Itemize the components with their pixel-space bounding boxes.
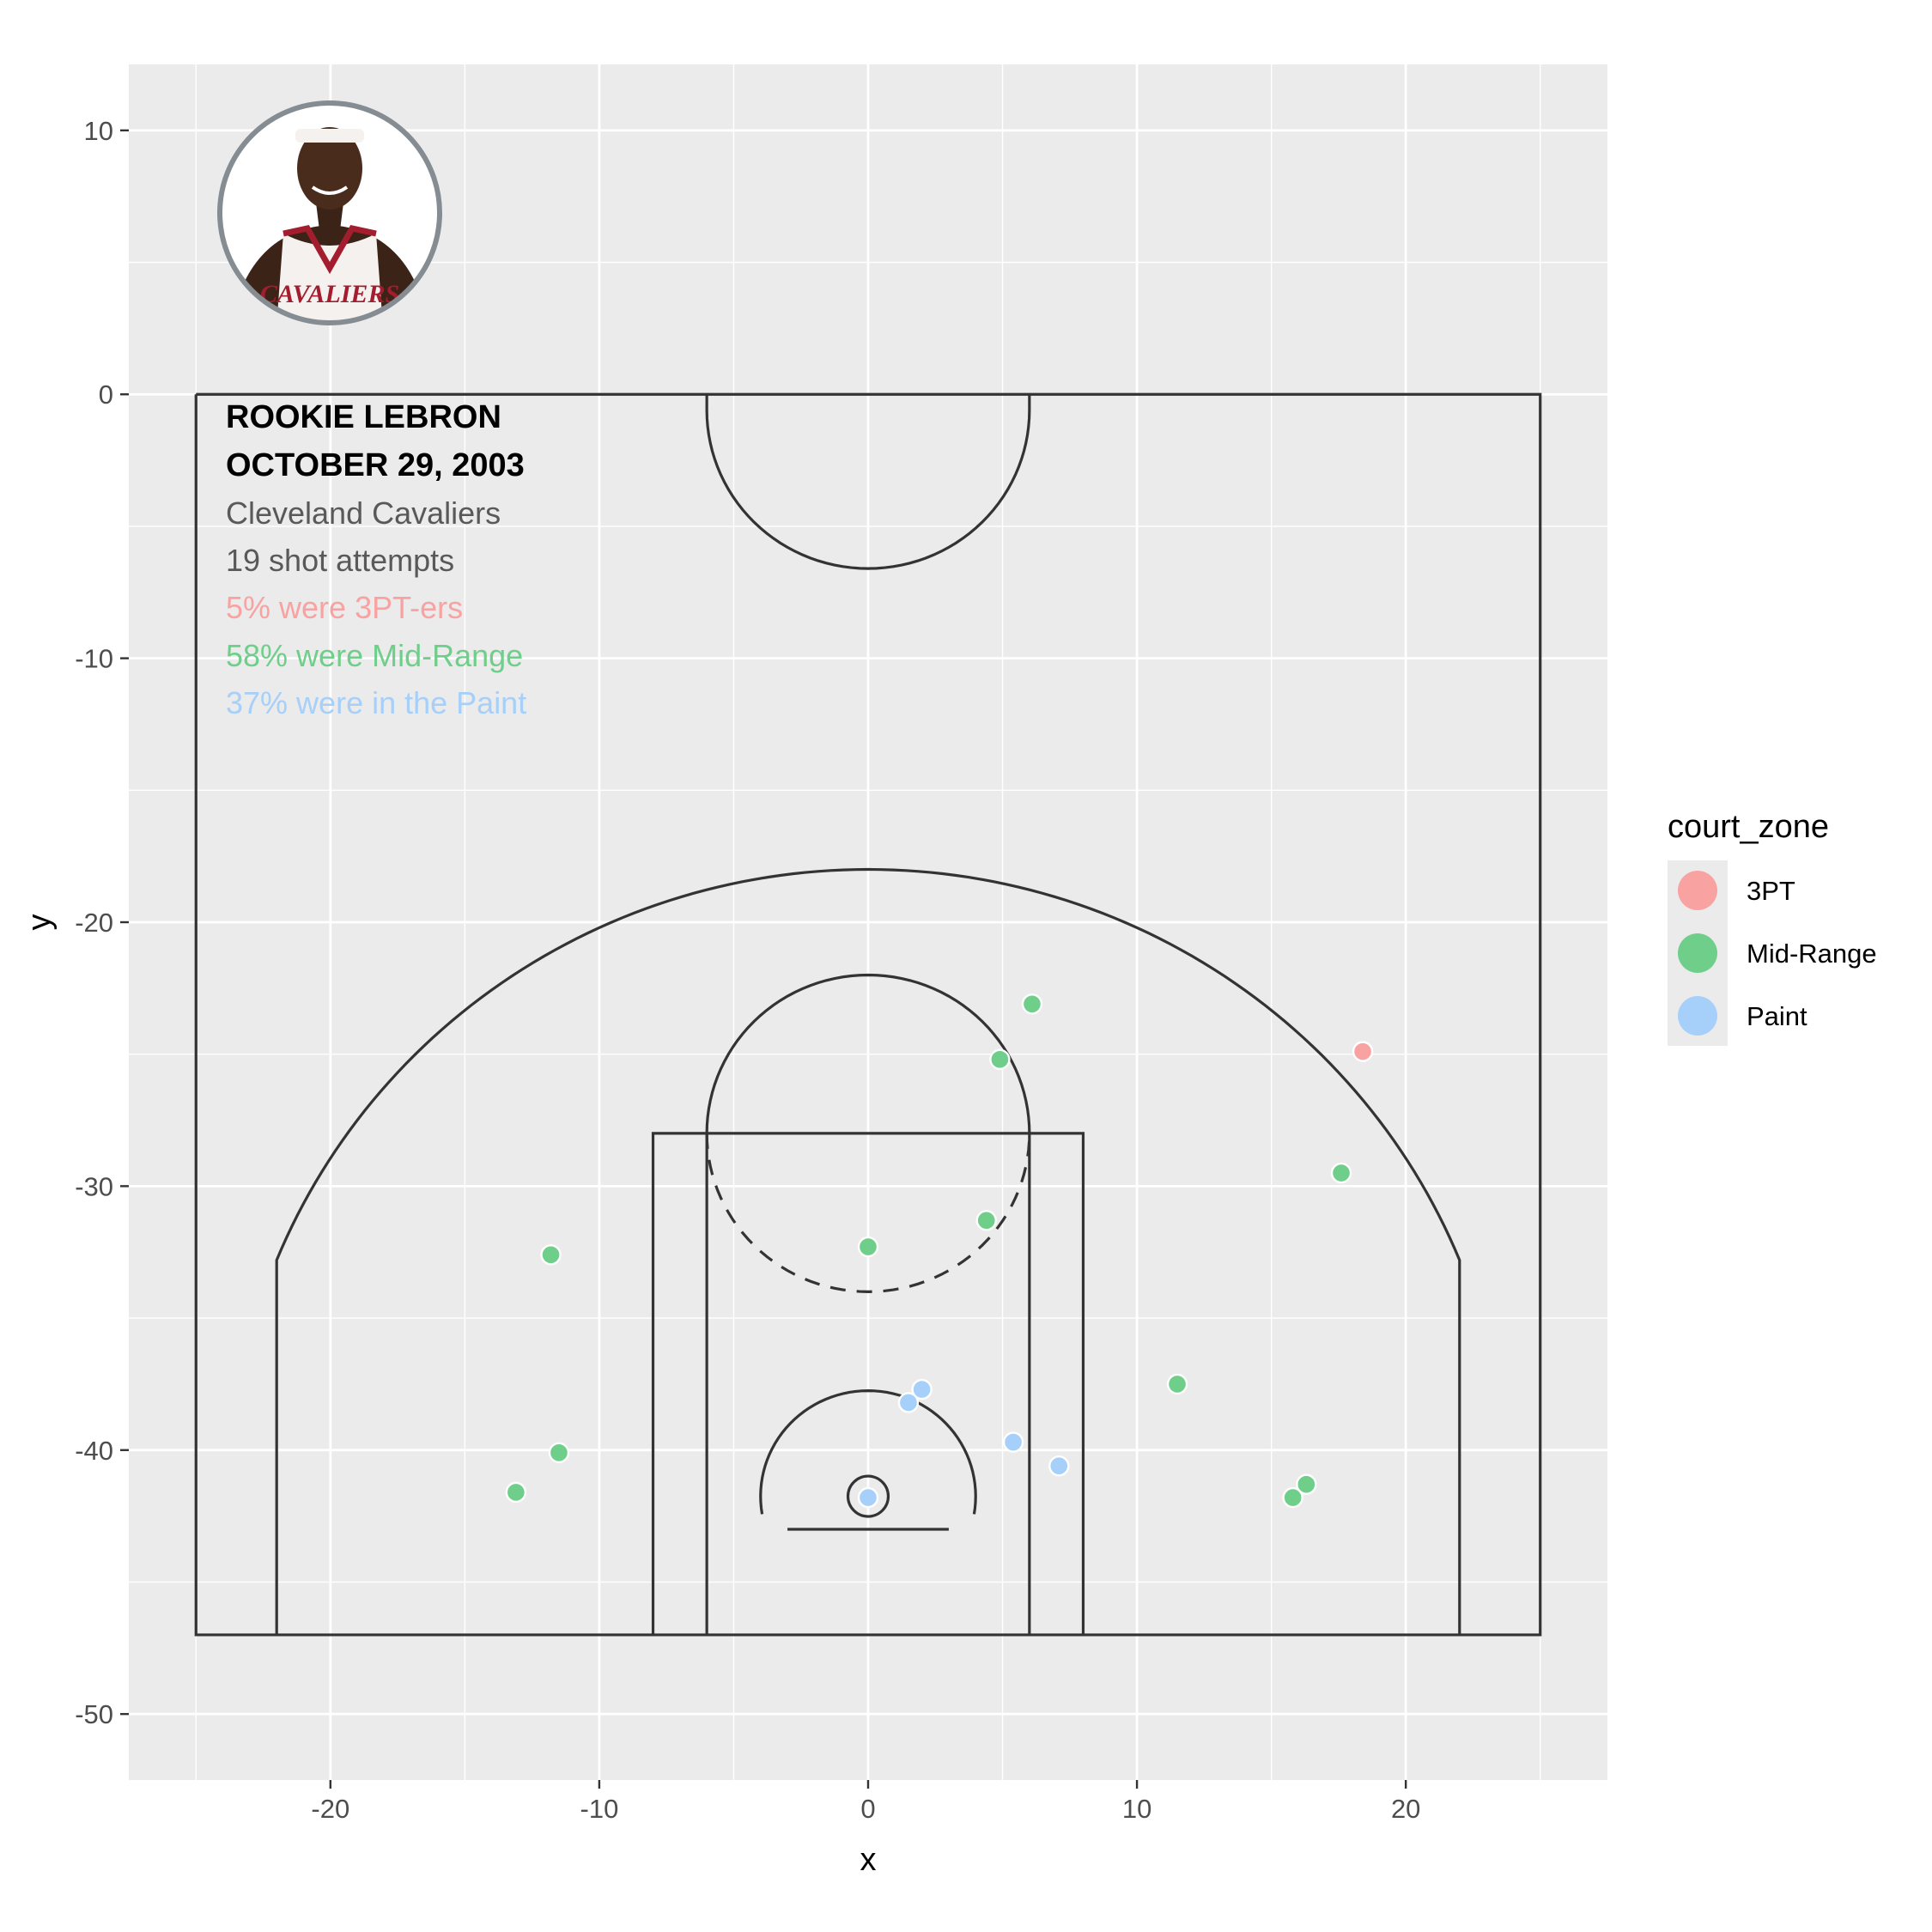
shot-point-paint [857,1486,879,1509]
shot-point-paint [1002,1431,1024,1453]
three-point-line [275,867,1461,1635]
shot-point-mid-range [1330,1162,1352,1184]
legend: court_zone 3PT Mid-Range Paint [1668,809,1877,1046]
player-portrait: CAVALIERS [217,100,442,325]
annotation-paint-share: 37% were in the Paint [226,685,526,720]
legend-key-mid-range [1678,933,1717,973]
shot-point-mid-range [540,1244,562,1266]
shot-point-paint [911,1378,933,1400]
y-tick-label: 0 [99,380,113,410]
shot-point-mid-range [1296,1473,1317,1495]
y-tick-label: -40 [75,1436,113,1466]
shot-point-mid-range [857,1236,879,1258]
legend-label-mid-range: Mid-Range [1747,939,1877,969]
center-circle [705,394,1031,570]
svg-text:CAVALIERS: CAVALIERS [260,280,399,308]
x-tick-label: 10 [1122,1794,1151,1824]
y-tick-label: -30 [75,1171,113,1201]
legend-key-3pt [1678,871,1717,910]
court-boundary [194,392,1542,1637]
shot-point-mid-range [1282,1486,1303,1509]
annotation-shot-count: 19 shot attempts [226,543,454,578]
shot-point-3pt [1352,1041,1374,1062]
shot-point-paint [897,1392,920,1413]
shot-point-mid-range [505,1481,527,1504]
annotation-3pt-share: 5% were 3PT-ers [226,590,463,625]
shot-point-mid-range [989,1048,1011,1071]
legend-title: court_zone [1668,809,1829,845]
legend-key-paint [1678,996,1717,1036]
shot-point-paint [1048,1455,1070,1477]
y-axis-title: y [21,914,58,931]
y-tick-label: -50 [75,1699,113,1729]
x-tick-label: 20 [1391,1794,1420,1824]
x-axis-title: x [860,1842,877,1878]
shot-point-mid-range [1166,1373,1188,1395]
x-axis: -20 -10 0 10 20 [311,1780,1420,1824]
outer-paint-box [651,1132,1085,1635]
shot-point-mid-range [548,1442,570,1464]
legend-label-paint: Paint [1747,1001,1807,1031]
annotation-team: Cleveland Cavaliers [226,495,501,531]
y-tick-label: -10 [75,644,113,674]
y-tick-label: 10 [84,116,113,146]
y-axis: 10 0 -10 -20 -30 -40 -50 [75,116,129,1729]
basketball-court [194,392,1542,1637]
x-tick-label: 0 [860,1794,875,1824]
restricted-area-arc [759,1389,977,1515]
y-tick-label: -20 [75,908,113,938]
x-tick-label: -20 [311,1794,349,1824]
annotation-date: OCTOBER 29, 2003 [226,447,525,483]
annotation-title: ROOKIE LEBRON [226,399,501,435]
shot-point-mid-range [1021,993,1043,1015]
hoop-rim [846,1474,890,1518]
legend-label-3pt: 3PT [1747,876,1795,906]
shot-point-mid-range [975,1210,997,1231]
annotation-midrange-share: 58% were Mid-Range [226,638,523,673]
annotation-block: ROOKIE LEBRON OCTOBER 29, 2003 Cleveland… [226,399,526,720]
shot-points [505,993,1374,1509]
x-tick-label: -10 [580,1794,619,1824]
free-throw-circle-bottom [705,1133,1031,1293]
